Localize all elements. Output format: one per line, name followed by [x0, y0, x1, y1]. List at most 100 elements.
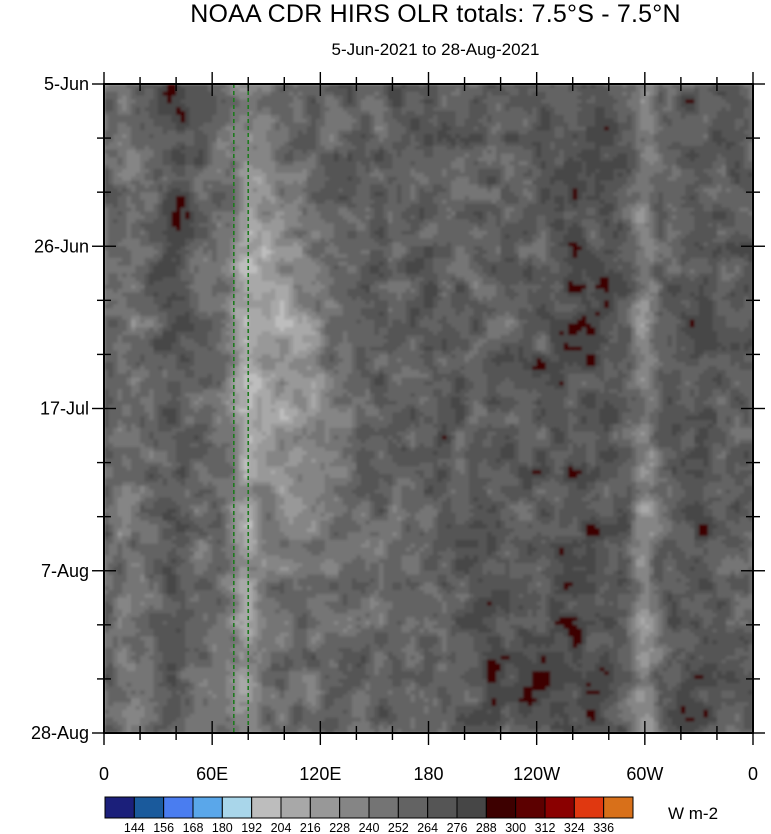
heatmap-cell	[113, 96, 118, 100]
heatmap-cell	[744, 111, 749, 115]
heatmap-cell	[356, 111, 361, 115]
heatmap-cell	[510, 107, 515, 111]
heatmap-cell	[194, 96, 199, 100]
heatmap-cell	[217, 119, 222, 123]
heatmap-cell	[492, 103, 497, 107]
heatmap-cell	[329, 111, 334, 115]
heatmap-cell	[721, 99, 726, 103]
heatmap-cell	[185, 96, 190, 100]
heatmap-cell	[622, 92, 627, 96]
heatmap-cell	[483, 115, 488, 119]
heatmap-cell	[672, 115, 677, 119]
heatmap-cell	[257, 88, 262, 92]
heatmap-cell	[163, 119, 168, 123]
heatmap-cell	[284, 92, 289, 96]
heatmap-cell	[577, 88, 582, 92]
heatmap-cell	[550, 92, 555, 96]
heatmap-cell	[199, 111, 204, 115]
heatmap-cell	[451, 92, 456, 96]
heatmap-cell	[338, 115, 343, 119]
heatmap-cell	[636, 103, 641, 107]
heatmap-cell	[167, 107, 172, 111]
heatmap-cell	[528, 92, 533, 96]
heatmap-cell	[167, 119, 172, 123]
heatmap-cell	[510, 103, 515, 107]
heatmap-cell	[239, 96, 244, 100]
heatmap-cell	[591, 107, 596, 111]
heatmap-cell	[595, 115, 600, 119]
heatmap-cell	[636, 88, 641, 92]
heatmap-cell	[676, 99, 681, 103]
heatmap-cell	[541, 103, 546, 107]
heatmap-cell	[541, 92, 546, 96]
heatmap-cell	[438, 111, 443, 115]
heatmap-cell	[424, 103, 429, 107]
heatmap-cell	[618, 115, 623, 119]
heatmap-cell	[325, 111, 330, 115]
heatmap-cell	[573, 103, 578, 107]
heatmap-cell	[523, 111, 528, 115]
heatmap-cell	[397, 96, 402, 100]
heatmap-cell	[645, 111, 650, 115]
heatmap-cell	[730, 103, 735, 107]
heatmap-cell	[352, 107, 357, 111]
heatmap-cell	[343, 107, 348, 111]
heatmap-cell	[604, 107, 609, 111]
heatmap-cell	[483, 96, 488, 100]
heatmap-cell	[568, 111, 573, 115]
heatmap-cell	[708, 96, 713, 100]
heatmap-cell	[609, 111, 614, 115]
heatmap-cell	[609, 115, 614, 119]
heatmap-cell	[519, 88, 524, 92]
heatmap-cell	[600, 99, 605, 103]
heatmap-cell	[154, 111, 159, 115]
heatmap-cell	[717, 99, 722, 103]
heatmap-cell	[523, 92, 528, 96]
heatmap-cell	[217, 99, 222, 103]
heatmap-cell	[122, 119, 127, 123]
heatmap-cell	[145, 96, 150, 100]
heatmap-cell	[717, 96, 722, 100]
heatmap-cell	[672, 96, 677, 100]
heatmap-cell	[406, 88, 411, 92]
heatmap-cell	[456, 88, 461, 92]
heatmap-cell	[374, 99, 379, 103]
heatmap-cell	[293, 103, 298, 107]
heatmap-cell	[460, 99, 465, 103]
heatmap-cell	[582, 115, 587, 119]
heatmap-cell	[712, 107, 717, 111]
heatmap-cell	[568, 96, 573, 100]
heatmap-cell	[654, 92, 659, 96]
heatmap-cell	[600, 103, 605, 107]
heatmap-cell	[726, 103, 731, 107]
heatmap-cell	[523, 99, 528, 103]
heatmap-cell	[690, 88, 695, 92]
heatmap-cell	[645, 88, 650, 92]
heatmap-cell	[181, 92, 186, 96]
heatmap-cell	[501, 103, 506, 107]
heatmap-cell	[392, 88, 397, 92]
heatmap-cell	[577, 92, 582, 96]
heatmap-cell	[559, 111, 564, 115]
heatmap-cell	[370, 107, 375, 111]
heatmap-cell	[676, 115, 681, 119]
heatmap-cell	[577, 103, 582, 107]
heatmap-cell	[293, 111, 298, 115]
heatmap-cell	[694, 88, 699, 92]
heatmap-cell	[203, 88, 208, 92]
heatmap-cell	[451, 103, 456, 107]
heatmap-cell	[474, 115, 479, 119]
heatmap-cell	[185, 111, 190, 115]
heatmap-cell	[212, 103, 217, 107]
heatmap-cell	[347, 107, 352, 111]
heatmap-cell	[735, 111, 740, 115]
heatmap-cell	[226, 99, 231, 103]
heatmap-cell	[289, 92, 294, 96]
heatmap-cell	[140, 115, 145, 119]
heatmap-cell	[712, 96, 717, 100]
heatmap-cell	[726, 115, 731, 119]
heatmap-cell	[392, 103, 397, 107]
heatmap-cell	[429, 111, 434, 115]
heatmap-cell	[555, 111, 560, 115]
heatmap-cell	[564, 107, 569, 111]
